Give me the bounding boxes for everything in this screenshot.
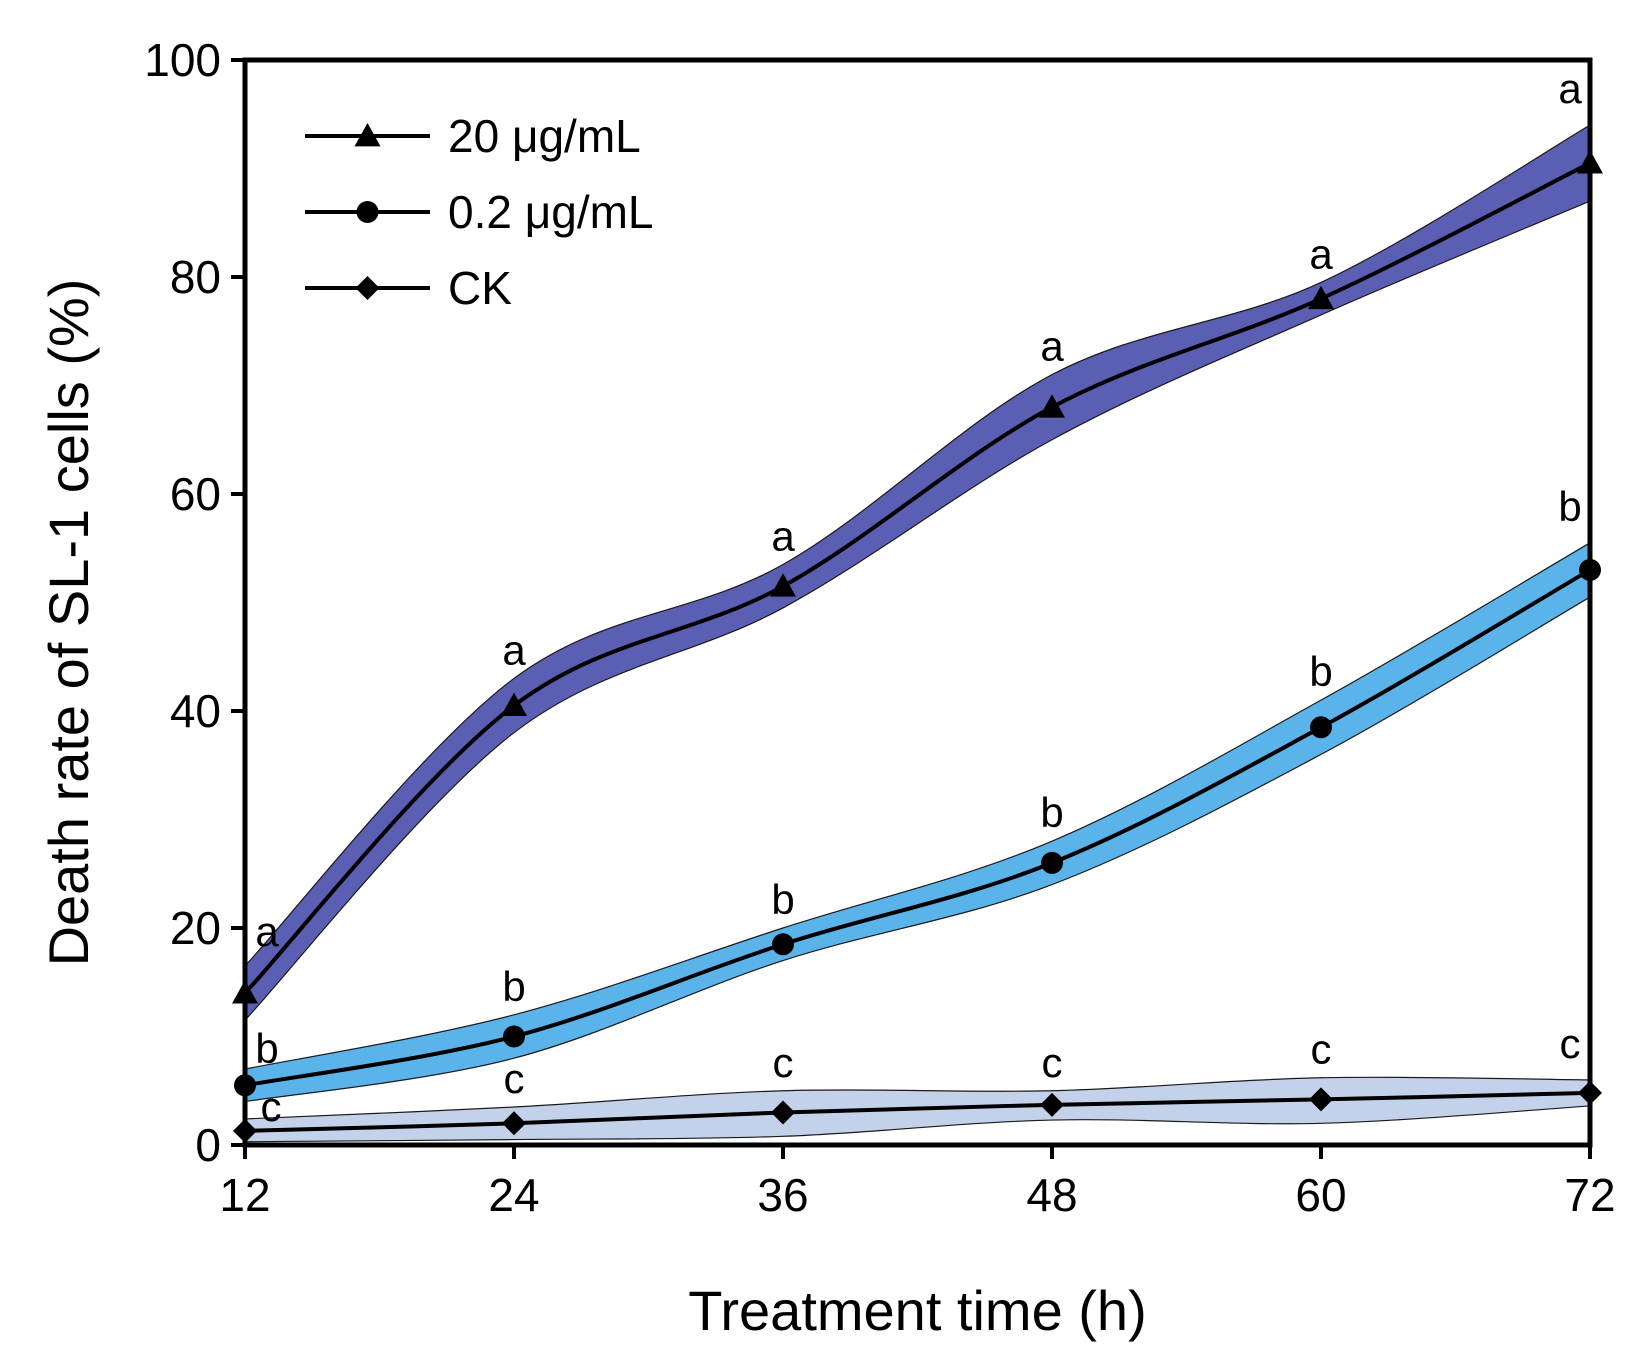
sig-label-1-2: b <box>771 876 794 923</box>
y-tick-label-60: 60 <box>170 468 221 520</box>
series-line-1 <box>244 568 1592 1088</box>
sig-label-2-3: c <box>1042 1039 1063 1086</box>
sig-label-2-0: c <box>261 1083 282 1130</box>
sig-label-2-4: c <box>1311 1026 1332 1073</box>
axis-ticks: 12 24 36 48 60 72 0 20 40 60 80 100 <box>144 34 1615 1221</box>
data-point-1-1 <box>503 1025 525 1048</box>
legend-label-1: 0.2 μg/mL <box>448 186 654 238</box>
data-point-2-1 <box>502 1111 526 1136</box>
sig-label-2-2: c <box>773 1039 794 1086</box>
series-line-0 <box>243 161 1591 995</box>
data-point-0-1 <box>501 692 527 716</box>
sig-label-2-1: c <box>504 1055 525 1102</box>
legend-marker-0 <box>354 123 381 147</box>
sig-label-0-4: a <box>1309 230 1333 277</box>
sig-label-0-5: a <box>1558 65 1582 112</box>
sig-label-0-3: a <box>1040 323 1064 370</box>
data-point-1-2 <box>772 933 794 956</box>
sig-label-1-5: b <box>1558 483 1581 530</box>
legend-label-0: 20 μg/mL <box>448 110 641 162</box>
x-tick-label-24: 24 <box>488 1169 539 1221</box>
x-tick-label-12: 12 <box>219 1169 270 1221</box>
x-axis-title: Treatment time (h) <box>688 1279 1146 1342</box>
data-point-1-4 <box>1310 716 1332 739</box>
sig-label-1-4: b <box>1309 648 1332 695</box>
sig-label-1-1: b <box>502 963 525 1010</box>
series-lines <box>243 161 1592 1133</box>
y-tick-label-0: 0 <box>195 1119 221 1171</box>
data-point-0-2 <box>770 573 796 597</box>
data-point-2-4 <box>1309 1087 1333 1112</box>
y-tick-label-20: 20 <box>170 902 221 954</box>
x-tick-label-60: 60 <box>1295 1169 1346 1221</box>
sig-label-1-3: b <box>1040 789 1063 836</box>
legend-marker-1 <box>356 201 379 223</box>
sig-label-0-0: a <box>255 908 279 955</box>
series-line-2 <box>244 1090 1591 1133</box>
sig-label-2-5: c <box>1560 1020 1581 1067</box>
sig-label-1-0: b <box>255 1025 278 1072</box>
data-point-2-3 <box>1040 1092 1064 1117</box>
y-axis-title: Death rate of SL-1 cells (%) <box>37 279 100 967</box>
y-tick-label-100: 100 <box>144 34 221 86</box>
x-tick-label-48: 48 <box>1026 1169 1077 1221</box>
data-point-1-3 <box>1041 851 1063 874</box>
x-tick-label-36: 36 <box>757 1169 808 1221</box>
legend-marker-2 <box>355 276 380 300</box>
y-tick-label-80: 80 <box>170 251 221 303</box>
y-tick-label-40: 40 <box>170 685 221 737</box>
sig-label-0-1: a <box>502 626 526 673</box>
legend-label-2: CK <box>448 262 512 314</box>
sig-label-0-2: a <box>771 513 795 560</box>
data-point-0-3 <box>1039 394 1065 418</box>
plot-frame <box>242 57 1593 1148</box>
series-markers <box>232 150 1603 1143</box>
legend: 20 μg/mL 0.2 μg/mL CK <box>305 110 654 314</box>
data-point-0-4 <box>1308 285 1334 310</box>
x-tick-label-72: 72 <box>1564 1169 1615 1221</box>
data-point-2-2 <box>771 1100 795 1125</box>
